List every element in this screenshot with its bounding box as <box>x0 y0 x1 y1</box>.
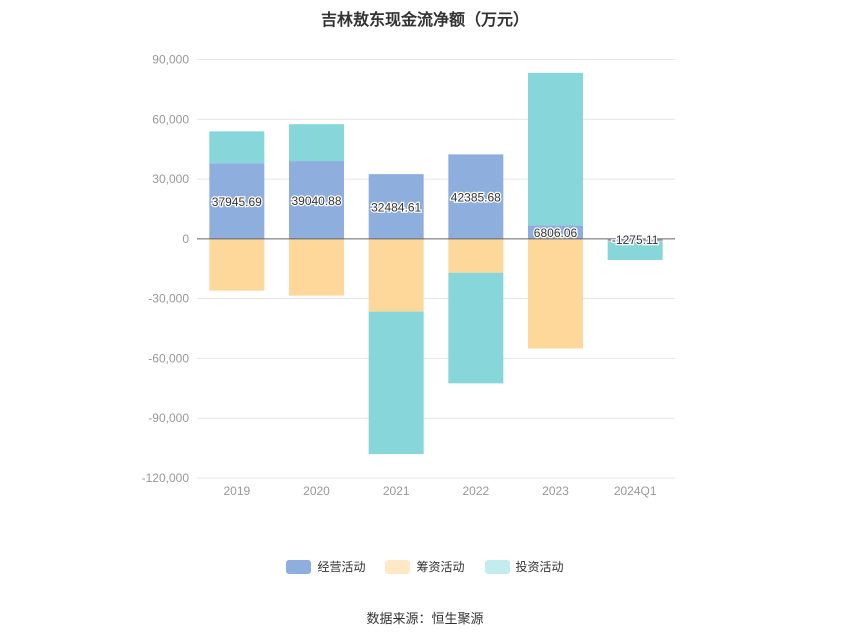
legend: 经营活动 筹资活动 投资活动 <box>0 558 850 575</box>
x-tick-label: 2024Q1 <box>614 484 657 498</box>
bar-investing <box>607 241 663 260</box>
bar-financing <box>528 238 583 349</box>
bar-investing <box>368 311 424 455</box>
data-label-operating: 6806.06 <box>534 226 578 240</box>
y-tick-label: -30,000 <box>148 292 189 306</box>
bar-operating <box>448 154 504 239</box>
bar-operating <box>209 163 265 239</box>
data-label-operating: 42385.68 <box>451 191 501 205</box>
bar-financing <box>448 238 504 273</box>
bar-financing <box>289 238 344 296</box>
legend-swatch-financing <box>385 559 411 574</box>
legend-item-financing[interactable]: 筹资活动 <box>385 558 465 575</box>
legend-label-operating: 经营活动 <box>317 560 366 574</box>
bar-operating <box>528 225 583 239</box>
bar-financing <box>607 241 663 242</box>
bar-operating <box>289 161 344 239</box>
legend-item-investing[interactable]: 投资活动 <box>484 558 564 575</box>
legend-swatch-operating <box>286 559 312 574</box>
data-label-operating: -1275.11 <box>612 233 659 247</box>
x-tick-label: 2021 <box>383 484 410 498</box>
y-tick-label: -90,000 <box>148 411 189 425</box>
bar-investing <box>209 131 265 164</box>
x-tick-label: 2022 <box>462 484 489 498</box>
y-tick-label: 90,000 <box>152 53 189 67</box>
y-tick-label: -120,000 <box>142 471 190 485</box>
chart-title: 吉林敖东现金流净额（万元） <box>320 12 529 29</box>
data-label-operating: 39040.88 <box>291 194 341 208</box>
y-tick-label: -60,000 <box>148 351 189 365</box>
x-tick-label: 2019 <box>223 484 250 498</box>
legend-label-financing: 筹资活动 <box>416 560 465 574</box>
y-tick-label: 0 <box>182 232 189 246</box>
bar-investing <box>289 124 344 162</box>
y-tick-label: 30,000 <box>152 172 189 186</box>
bar-operating <box>607 238 663 242</box>
bar-investing <box>528 72 583 226</box>
bar-investing <box>448 272 504 384</box>
data-label-operating: 37945.69 <box>212 195 262 209</box>
x-tick-label: 2020 <box>303 484 330 498</box>
x-tick-label: 2023 <box>542 484 569 498</box>
legend-item-operating[interactable]: 经营活动 <box>286 558 365 575</box>
data-source: 数据来源：恒生聚源 <box>366 611 484 626</box>
bar-financing <box>368 238 424 312</box>
bar-operating <box>368 174 424 239</box>
legend-label-investing: 投资活动 <box>515 560 564 574</box>
bar-financing <box>209 238 265 291</box>
data-label-operating: 32484.61 <box>371 200 421 214</box>
y-tick-label: 60,000 <box>152 112 189 126</box>
legend-swatch-investing <box>484 559 510 574</box>
